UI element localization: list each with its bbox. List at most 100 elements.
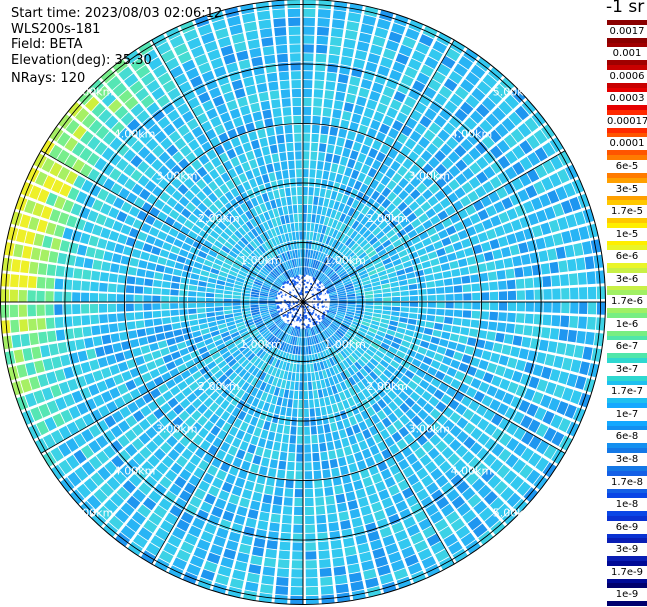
radar-gate (197, 292, 206, 297)
radar-gate (173, 238, 184, 248)
radar-gate (184, 190, 195, 201)
radar-gate (279, 370, 285, 379)
radar-gate (303, 151, 310, 160)
radar-gate (453, 63, 468, 77)
radar-gate (543, 302, 552, 313)
radar-gate (326, 144, 335, 154)
radar-gate (533, 314, 543, 325)
radar-gate (326, 441, 335, 451)
radar-gate (454, 108, 468, 122)
radar-gate (276, 424, 284, 434)
radar-gate (272, 108, 282, 118)
radar-gate (287, 335, 292, 344)
radar-gate (267, 219, 274, 229)
radar-gate (501, 344, 512, 356)
core-speck (289, 291, 292, 294)
radar-gate (243, 526, 255, 537)
radar-gate (178, 249, 189, 258)
radar-gate (438, 229, 449, 239)
radar-gate (468, 176, 481, 189)
radar-gate (155, 264, 165, 273)
core-speck (319, 281, 322, 284)
radar-gate (191, 267, 201, 275)
radar-gate (255, 176, 264, 186)
radar-gate (405, 421, 416, 432)
radar-gate (108, 313, 117, 323)
radar-gate (263, 282, 272, 288)
radar-gate (290, 426, 297, 435)
radar-gate (217, 275, 227, 282)
radar-gate (16, 395, 29, 411)
radar-gate (456, 343, 466, 353)
radar-gate (250, 252, 259, 261)
radar-gate (396, 112, 408, 124)
radar-gate (47, 330, 57, 343)
radar-gate (347, 252, 355, 260)
radar-gate (304, 480, 313, 489)
radar-gate (160, 402, 172, 414)
radar-gate (391, 23, 406, 35)
radar-gate (380, 209, 390, 220)
radar-gate (96, 419, 109, 433)
radar-gate (395, 500, 408, 512)
radar-gate (220, 441, 231, 453)
radar-gate (271, 237, 278, 247)
radar-gate (322, 107, 332, 117)
radar-gate (216, 319, 226, 325)
radar-gate (239, 344, 248, 352)
radar-gate (382, 48, 396, 60)
radar-gate (280, 443, 289, 452)
radar-gate (337, 73, 349, 84)
radar-gate (303, 355, 307, 364)
radar-gate (143, 49, 158, 63)
radar-gate (534, 302, 543, 313)
radar-gate (536, 209, 548, 223)
radar-gate (303, 97, 312, 107)
radar-gate (312, 232, 317, 241)
radar-gate (122, 480, 136, 494)
radar-gate (498, 355, 509, 366)
radar-gate (44, 416, 57, 432)
radar-gate (344, 29, 358, 40)
radar-gate (74, 466, 89, 481)
radar-gate (196, 191, 207, 202)
radar-gate (119, 406, 132, 419)
radar-gate (184, 165, 196, 177)
radar-gate (268, 81, 279, 91)
radar-gate (245, 321, 255, 327)
radar-gate (379, 359, 389, 368)
radar-gate (282, 107, 292, 116)
radar-gate (173, 268, 183, 277)
radar-gate (257, 400, 265, 410)
radar-gate (467, 494, 482, 508)
radar-gate (282, 342, 287, 352)
radar-gate (329, 272, 337, 280)
core-speck (319, 303, 322, 306)
radar-gate (142, 117, 156, 130)
radar-gate (366, 99, 378, 110)
radar-gate (182, 59, 196, 72)
radar-gate (2, 335, 13, 350)
radar-gate (435, 279, 444, 287)
radar-gate (231, 362, 240, 371)
radar-gate (112, 220, 124, 232)
radar-gate (316, 334, 321, 343)
radar-gate (196, 303, 206, 308)
radar-gate (408, 364, 419, 374)
radar-gate (350, 230, 358, 240)
radar-gate (497, 171, 510, 185)
radar-gate (146, 262, 157, 271)
radar-gate (259, 256, 267, 265)
radar-gate (556, 342, 567, 355)
radar-gate (304, 258, 308, 267)
radar-gate (125, 303, 134, 312)
radar-gate (455, 403, 467, 416)
radar-gate (317, 26, 330, 36)
radar-gate (582, 208, 595, 223)
radar-gate (81, 428, 94, 443)
radar-gate (109, 168, 122, 181)
radar-gate (237, 410, 247, 421)
radar-gate (209, 325, 219, 332)
radar-gate (200, 328, 210, 335)
radar-gate (87, 136, 101, 151)
